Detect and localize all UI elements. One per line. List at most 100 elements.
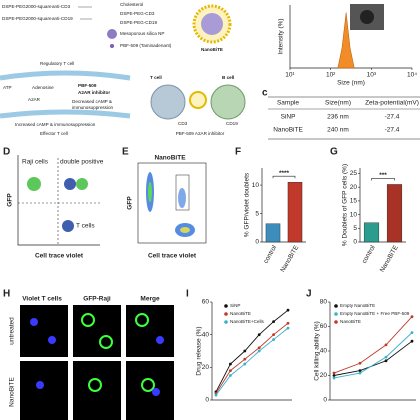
micrograph [126,305,174,357]
axis-label: Size (nm) [337,80,365,87]
t-cell [150,84,186,120]
point [243,349,247,353]
panel-label: D [3,147,10,158]
point [257,349,261,353]
gate [175,174,190,211]
point [214,393,218,397]
column-label: GFP-Raji [83,296,111,303]
label: immunosuppression [72,105,114,110]
y-tick-label: 40 [202,331,210,338]
table-c: c [262,88,420,140]
population [148,182,152,202]
table-cell: SiNP [281,114,296,121]
table-cell: 240 nm [327,127,349,134]
micrograph [20,305,68,357]
y-tick-label: 10 [350,211,358,218]
y-tick-label: 20 [350,184,358,191]
tem-particle [360,10,374,24]
drug-icon [110,44,114,48]
axis-label: Cell killing ability (%) [314,321,321,381]
legend-entry: Empty NanoBiTE + Free PBF-509 [340,311,410,316]
point [229,374,232,377]
point [384,355,388,359]
legend-swatch [224,312,228,316]
cell [30,318,38,326]
cell-icon [76,178,88,190]
panel-label: G [330,147,338,158]
line [215,327,289,396]
table-cell: -27.4 [385,114,400,121]
legend-swatch [224,304,228,308]
silica-icon [107,29,117,39]
legend-swatch [334,320,338,324]
quadrant-label: T cells [76,223,95,230]
cell-icon [27,177,41,191]
panel-label: J [306,289,312,300]
x-tick-label: control [361,244,377,265]
y-tick-label: 5 [255,210,259,217]
point [229,369,232,372]
b-cell [210,84,246,120]
peak [337,12,355,69]
point [272,320,275,323]
line [215,309,289,393]
micrograph [20,361,68,420]
axis [329,302,416,401]
label: A2AR [28,97,41,102]
point [286,321,290,325]
point [286,326,290,330]
cell [152,388,160,396]
legend-swatch [334,304,338,308]
axis-label: GFP [127,196,134,210]
y-tick-label: 0 [323,397,327,404]
cell [99,335,113,349]
row-label: untreated [9,317,16,345]
cell [48,336,56,344]
point [243,362,247,366]
point [243,357,247,361]
bar [363,222,380,243]
cell [36,381,44,389]
table-cell: 236 nm [327,114,349,121]
population [178,188,186,208]
y-tick-label: 60 [202,299,210,306]
cell-icon [62,220,74,232]
table-header: Size(nm) [325,100,351,107]
label: Adenosine [32,85,54,90]
legend-entry: NanoBiTE+Cells [230,319,265,324]
point [332,371,336,375]
line [333,340,413,376]
bar [386,184,403,243]
label: A2AR inhibitor [78,90,110,95]
item: DSPE-PEG-CD19 [120,20,157,25]
row-label: NanoBiTE [9,377,16,407]
point [286,308,290,312]
schematic-a: DSPE-PEG2000-square anti-CD3 DSPE-PEG200… [0,2,232,136]
axis-label: Cell trace violet [148,253,197,260]
panel-d: D Raji cells double positive T cells GFP… [3,147,104,260]
table-header: Sample [277,100,299,107]
label: ATP [3,85,12,90]
legend-entry: Empty NanoBiTE [340,303,375,308]
y-tick-label: 80 [320,299,328,306]
x-tick-label: NanoBiTE [279,244,300,274]
item: PBF-509 (Taminadenant) [120,43,172,48]
quadrant-label: Raji cells [22,159,49,166]
column-label: Violet T cells [22,296,62,303]
label: PBF-509 A2AR inhibitor [176,131,225,136]
schematic-b: T cell B cell CD3 CD19 PBF-509 A2AR inhi… [150,75,246,136]
table-cell: -27.4 [385,127,400,134]
y-tick-label: 40 [320,348,328,355]
item: NanoBiTE [201,47,223,52]
nanobite [189,91,207,109]
point [410,315,414,319]
bar [287,182,303,243]
axis-label: Intensity (%) [278,18,285,54]
y-tick-label: 15 [350,198,358,205]
x-tick-label: 10³ [367,72,377,79]
x-tick-label: NanoBiTE [379,244,400,274]
table-header: Zeta-potential(mV) [365,100,419,107]
item: DSPE-PEG2000-square [2,16,52,21]
label: Decreased cAMP & [72,99,112,104]
point [272,333,275,337]
